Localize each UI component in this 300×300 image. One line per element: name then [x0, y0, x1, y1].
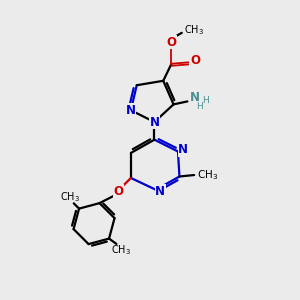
Text: H: H [196, 102, 203, 111]
Text: CH$_3$: CH$_3$ [184, 24, 204, 38]
Text: N: N [155, 185, 165, 198]
Text: O: O [113, 185, 124, 198]
Text: CH$_3$: CH$_3$ [60, 190, 80, 204]
Text: O: O [167, 36, 176, 49]
Text: N: N [190, 92, 200, 104]
Text: N: N [126, 104, 136, 117]
Text: H: H [202, 96, 209, 105]
Text: O: O [190, 54, 200, 67]
Text: CH$_3$: CH$_3$ [196, 168, 218, 182]
Text: N: N [149, 116, 159, 128]
Text: N: N [178, 143, 188, 157]
Text: CH$_3$: CH$_3$ [111, 244, 131, 257]
